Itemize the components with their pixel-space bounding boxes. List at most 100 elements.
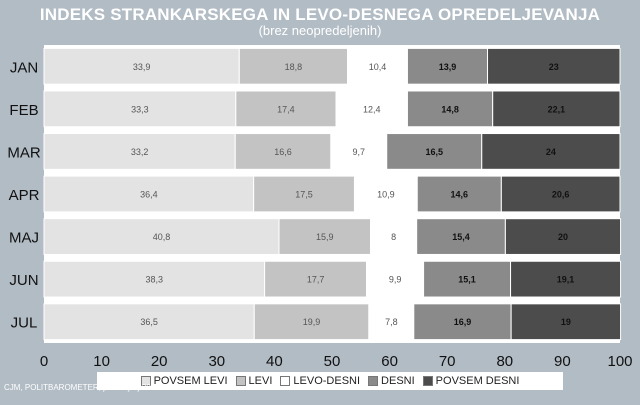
bar-segment xyxy=(278,218,372,255)
bar-segment xyxy=(238,47,349,85)
data-label: 40,8 xyxy=(153,232,171,242)
data-label: 20 xyxy=(558,232,568,242)
bar-segment xyxy=(370,218,418,255)
legend-swatch xyxy=(422,376,433,386)
data-label: 14,8 xyxy=(441,104,459,114)
bar-segment xyxy=(423,260,512,298)
data-label: 20,6 xyxy=(552,190,570,200)
data-label: 18,8 xyxy=(285,62,303,72)
bar-segment xyxy=(481,133,621,170)
category-label: JUN xyxy=(9,272,38,289)
data-label: 33,3 xyxy=(131,104,149,114)
data-label: 8 xyxy=(391,232,396,242)
x-tick-label: 70 xyxy=(439,353,456,370)
x-tick-label: 80 xyxy=(496,353,513,370)
bar-segment xyxy=(347,47,408,85)
legend-item: POVSEM LEVI xyxy=(140,375,228,387)
data-label: 19,1 xyxy=(557,275,575,285)
data-label: 17,7 xyxy=(307,275,325,285)
data-label: 15,1 xyxy=(458,275,476,285)
bar-segment xyxy=(413,303,512,341)
bar-segment xyxy=(487,47,621,85)
data-label: 23 xyxy=(549,62,559,72)
bar-segment xyxy=(330,133,388,170)
legend-label: LEVO-DESNI xyxy=(293,375,361,387)
legend-label: POVSEM DESNI xyxy=(435,375,520,387)
bar-segment xyxy=(43,260,266,298)
bar-segment xyxy=(492,90,621,128)
data-label: 10,4 xyxy=(369,62,387,72)
data-label: 33,9 xyxy=(133,62,151,72)
data-label: 19 xyxy=(561,317,571,327)
x-tick-label: 20 xyxy=(151,353,168,370)
x-tick-label: 90 xyxy=(554,353,571,370)
bar-segment xyxy=(510,260,622,298)
data-label: 15,4 xyxy=(452,232,470,242)
bar-segment xyxy=(43,90,237,128)
x-tick-label: 60 xyxy=(381,353,398,370)
data-label: 9,7 xyxy=(353,147,366,157)
data-label: 17,5 xyxy=(295,190,313,200)
legend-label: POVSEM LEVI xyxy=(153,375,228,387)
bar-segment xyxy=(43,133,236,170)
data-label: 15,9 xyxy=(316,232,334,242)
bar-segment xyxy=(43,303,255,341)
data-label: 12,4 xyxy=(363,104,381,114)
category-label: MAR xyxy=(7,144,41,161)
data-label: 14,6 xyxy=(451,190,469,200)
data-label: 7,8 xyxy=(385,317,398,327)
x-tick-label: 100 xyxy=(607,353,632,370)
bar-segment xyxy=(43,218,280,255)
bar-segment xyxy=(406,90,494,128)
data-label: 38,3 xyxy=(146,275,164,285)
category-label: APR xyxy=(9,187,40,204)
data-label: 13,9 xyxy=(439,62,457,72)
legend-swatch xyxy=(368,376,379,386)
chart-subtitle: (brez neopredeljenih) xyxy=(258,23,382,38)
legend-swatch xyxy=(140,376,151,386)
legend-swatch xyxy=(235,376,246,386)
data-label: 16,9 xyxy=(454,317,472,327)
bar-segment xyxy=(235,90,337,128)
bar-segment xyxy=(510,303,622,341)
bar-segment xyxy=(335,90,408,128)
data-label: 16,6 xyxy=(274,147,292,157)
legend-item: LEVI xyxy=(235,375,273,387)
data-label: 10,9 xyxy=(377,190,395,200)
bar-segment xyxy=(253,303,370,341)
bar-segment xyxy=(416,175,502,213)
category-label: MAJ xyxy=(9,230,39,247)
bar-segment xyxy=(253,175,355,213)
data-label: 16,5 xyxy=(425,147,443,157)
bar-segment xyxy=(43,175,255,213)
category-label: JAN xyxy=(10,59,38,76)
x-tick-label: 50 xyxy=(324,353,341,370)
data-label: 9,9 xyxy=(389,275,402,285)
x-tick-label: 40 xyxy=(266,353,283,370)
bar-segment xyxy=(43,47,240,85)
bar-segment xyxy=(504,218,622,255)
data-label: 19,9 xyxy=(303,317,321,327)
source-note: CJM, POLITBAROMETER, januar-julij 2000 xyxy=(4,383,160,392)
category-label: JUL xyxy=(11,315,38,332)
category-label: FEB xyxy=(9,102,38,119)
x-tick-label: 10 xyxy=(93,353,110,370)
legend-swatch xyxy=(280,376,291,386)
chart-title: INDEKS STRANKARSKEGA IN LEVO-DESNEGA OPR… xyxy=(39,5,601,24)
data-label: 24 xyxy=(546,147,556,157)
legend-label: DESNI xyxy=(381,375,415,387)
legend-label: LEVI xyxy=(248,375,273,387)
bar-segment xyxy=(386,133,483,170)
legend-item: POVSEM DESNI xyxy=(422,375,520,387)
data-label: 36,5 xyxy=(140,317,158,327)
legend-item: LEVO-DESNI xyxy=(280,375,360,387)
x-tick-label: 0 xyxy=(40,353,48,370)
legend-item: DESNI xyxy=(368,375,415,387)
data-label: 22,1 xyxy=(548,104,566,114)
x-tick-label: 30 xyxy=(208,353,225,370)
bar-segment xyxy=(500,175,621,213)
data-label: 17,4 xyxy=(277,104,295,114)
data-label: 33,2 xyxy=(131,147,149,157)
